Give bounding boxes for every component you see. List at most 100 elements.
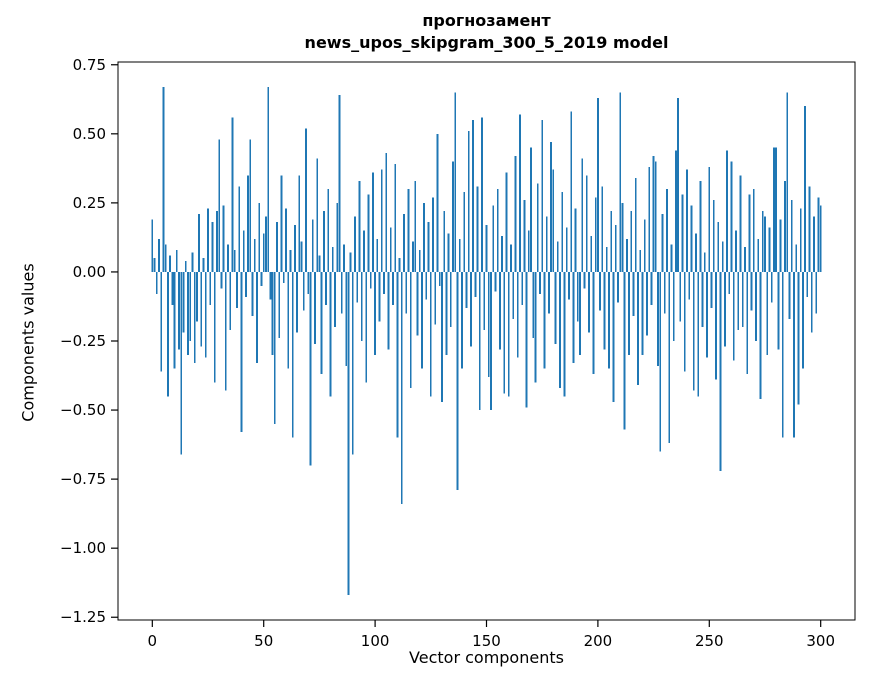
bar (260, 271, 263, 286)
bar (258, 202, 261, 272)
bar (788, 271, 791, 319)
bar (712, 200, 715, 272)
bar (552, 169, 555, 272)
bar (164, 244, 167, 272)
bar (519, 114, 521, 272)
bar (730, 161, 733, 272)
bar (438, 271, 441, 286)
bar (416, 271, 419, 336)
bar (579, 271, 581, 355)
bar (686, 169, 688, 272)
bar (251, 271, 254, 317)
bar (804, 106, 806, 272)
bar (574, 208, 577, 272)
bar (233, 249, 236, 272)
bar (347, 271, 350, 596)
plot-border (117, 61, 856, 621)
bar (699, 180, 702, 272)
bar (556, 241, 559, 272)
x-tick-label: 200 (584, 632, 613, 650)
bar (525, 271, 528, 408)
bar (383, 271, 385, 295)
bar (512, 271, 515, 319)
bar (351, 271, 354, 455)
bar (472, 120, 475, 272)
bar (267, 86, 270, 272)
bar (654, 161, 657, 272)
bar (663, 271, 666, 314)
x-tick-label: 100 (361, 632, 390, 650)
bar (227, 244, 229, 272)
bar (612, 271, 615, 402)
bar (643, 219, 646, 272)
bar (398, 258, 401, 272)
bar (187, 271, 189, 355)
bar (481, 117, 483, 272)
bar (218, 139, 221, 272)
bar (320, 271, 323, 375)
bar (605, 247, 608, 272)
bar (262, 233, 265, 272)
bar (592, 271, 595, 375)
bar (483, 271, 486, 330)
bar (496, 189, 499, 272)
bar (175, 249, 178, 272)
bar (443, 211, 446, 272)
bar (739, 175, 742, 272)
bar (273, 271, 276, 424)
bar (505, 172, 508, 272)
y-tick-label: 0.75 (73, 56, 106, 74)
bar (414, 180, 417, 272)
bar (599, 271, 602, 311)
chart-title: прогнозамент news_upos_skipgram_300_5_20… (118, 10, 855, 54)
bar (291, 271, 294, 438)
bar (467, 131, 470, 272)
bar (305, 128, 307, 272)
bar (276, 222, 278, 272)
bar (565, 227, 568, 272)
bar (710, 271, 713, 308)
bar (191, 252, 194, 272)
bar (269, 271, 272, 300)
bar (160, 271, 163, 372)
bar (594, 197, 597, 272)
bar (708, 166, 711, 272)
bar (242, 230, 245, 272)
bar (746, 271, 749, 375)
bar (287, 271, 290, 369)
bar (692, 271, 695, 391)
y-tick-label: 0.00 (73, 263, 106, 281)
bar (253, 238, 256, 272)
bar (376, 238, 379, 272)
bar (683, 271, 686, 372)
bar (779, 219, 782, 272)
bar (387, 271, 390, 350)
bar (380, 169, 383, 272)
bar (470, 271, 472, 347)
bar (153, 258, 156, 272)
bar (634, 178, 637, 272)
bar (817, 197, 820, 272)
y-tick-label: −1.00 (60, 539, 106, 557)
bar (178, 271, 180, 350)
y-tick-label: 0.50 (73, 125, 106, 143)
bar (349, 252, 352, 272)
bar (389, 227, 392, 272)
bar (581, 158, 584, 272)
bar (646, 271, 648, 336)
bar (790, 200, 793, 272)
bar (385, 153, 388, 272)
bar (403, 213, 405, 272)
bar (180, 271, 183, 455)
y-tick-label: −0.25 (60, 332, 106, 350)
bar (498, 271, 501, 350)
bar (703, 252, 706, 272)
bar (155, 271, 158, 295)
y-tick-label: 0.25 (73, 194, 106, 212)
bar (545, 216, 548, 272)
bar (354, 216, 356, 272)
bar (735, 230, 737, 272)
x-tick-label: 300 (806, 632, 835, 650)
bar (231, 117, 234, 272)
bar (151, 219, 154, 272)
